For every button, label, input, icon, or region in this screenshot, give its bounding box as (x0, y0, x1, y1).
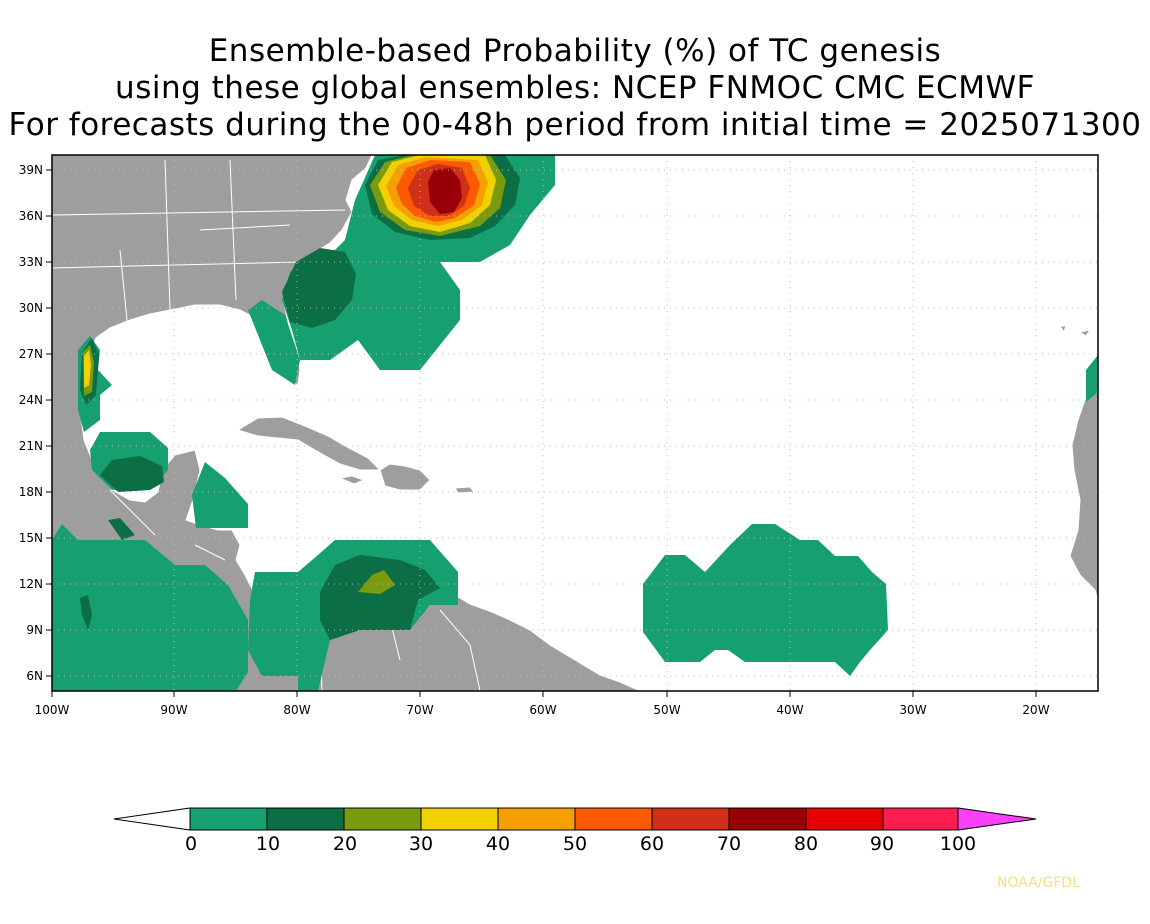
colorbar-segment (805, 807, 884, 831)
colorbar-label: 30 (409, 833, 433, 855)
title-line-3: For forecasts during the 00-48h period f… (8, 107, 1142, 143)
colorbar-segment (497, 807, 576, 831)
colorbar-segment (266, 807, 345, 831)
latitude-labels: 39N 36N 33N 30N 27N 24N 21N 18N 15N 12N … (19, 163, 43, 683)
gridlines (52, 155, 1098, 691)
hispaniola-land (379, 463, 431, 491)
title-line-1: Ensemble-based Probability (%) of TC gen… (208, 33, 942, 69)
contour-70-80-north (428, 168, 462, 214)
colorbar-segment (574, 807, 653, 831)
contour-10-20-epac-b (80, 595, 92, 630)
contour-0-10-mdr (643, 524, 888, 676)
colorbar-high-arrow (957, 807, 1037, 831)
contour-10-20-swcarib (320, 555, 440, 640)
colorbar-label: 50 (563, 833, 587, 855)
lat-label: 21N (19, 439, 43, 453)
lat-label: 18N (19, 485, 43, 499)
contour-10-20-epac-a (108, 518, 135, 540)
jamaica-land (338, 475, 366, 485)
colorbar-segment (343, 807, 422, 831)
lat-label: 27N (19, 347, 43, 361)
colorbar-segment (728, 807, 807, 831)
colorbar-label: 100 (940, 833, 976, 855)
colorbar: 0 10 20 30 40 50 60 70 80 90 100 (113, 807, 1037, 855)
contour-30-40-texas (84, 350, 91, 388)
lon-label: 100W (35, 703, 70, 717)
lon-label: 90W (160, 703, 187, 717)
lat-label: 39N (19, 163, 43, 177)
colorbar-segment (189, 807, 268, 831)
title-line-2: using these global ensembles: NCEP FNMOC… (115, 70, 1035, 106)
lon-label: 30W (899, 703, 926, 717)
contour-20-30-swcarib (358, 570, 395, 594)
lat-label: 24N (19, 393, 43, 407)
map-frame (51, 154, 1099, 692)
lat-label: 15N (19, 531, 43, 545)
contour-10-20-campeche (100, 456, 164, 492)
lat-label: 33N (19, 255, 43, 269)
colorbar-low-arrow (113, 807, 191, 831)
credit-text: NOAA/GFDL (997, 875, 1080, 891)
contour-10-20-offshore (282, 248, 356, 328)
lat-label: 36N (19, 209, 43, 223)
lat-label: 9N (26, 623, 43, 637)
lon-label: 40W (776, 703, 803, 717)
colorbar-segment (651, 807, 730, 831)
puerto-rico-land (454, 486, 475, 494)
contour-0-10-yucatan (192, 462, 248, 528)
lon-label: 80W (283, 703, 310, 717)
colorbar-segment (420, 807, 499, 831)
colorbar-label: 40 (486, 833, 510, 855)
lon-label: 60W (529, 703, 556, 717)
longitude-labels: 100W 90W 80W 70W 60W 50W 40W 30W 20W (35, 703, 1050, 717)
lon-label: 70W (406, 703, 433, 717)
canary-islands-land (1059, 325, 1092, 337)
contour-0-10-east (1086, 355, 1098, 402)
lon-label: 50W (653, 703, 680, 717)
lat-label: 12N (19, 577, 43, 591)
africa-land (1069, 389, 1098, 601)
colorbar-label: 70 (717, 833, 741, 855)
lon-label: 20W (1022, 703, 1049, 717)
political-borders (52, 159, 481, 691)
colorbar-label: 20 (333, 833, 357, 855)
colorbar-label: 90 (870, 833, 894, 855)
colorbar-label: 10 (256, 833, 280, 855)
colorbar-label: 60 (640, 833, 664, 855)
contour-0-10-epac (52, 524, 248, 691)
lat-label: 30N (19, 301, 43, 315)
lat-label: 6N (26, 669, 43, 683)
probability-contours (52, 155, 1098, 691)
colorbar-label: 80 (794, 833, 818, 855)
colorbar-segment (882, 807, 959, 831)
map-panel (52, 155, 1098, 691)
contour-0-10-florida (248, 300, 300, 385)
colorbar-label: 0 (185, 833, 197, 855)
tick-marks (46, 169, 1037, 697)
